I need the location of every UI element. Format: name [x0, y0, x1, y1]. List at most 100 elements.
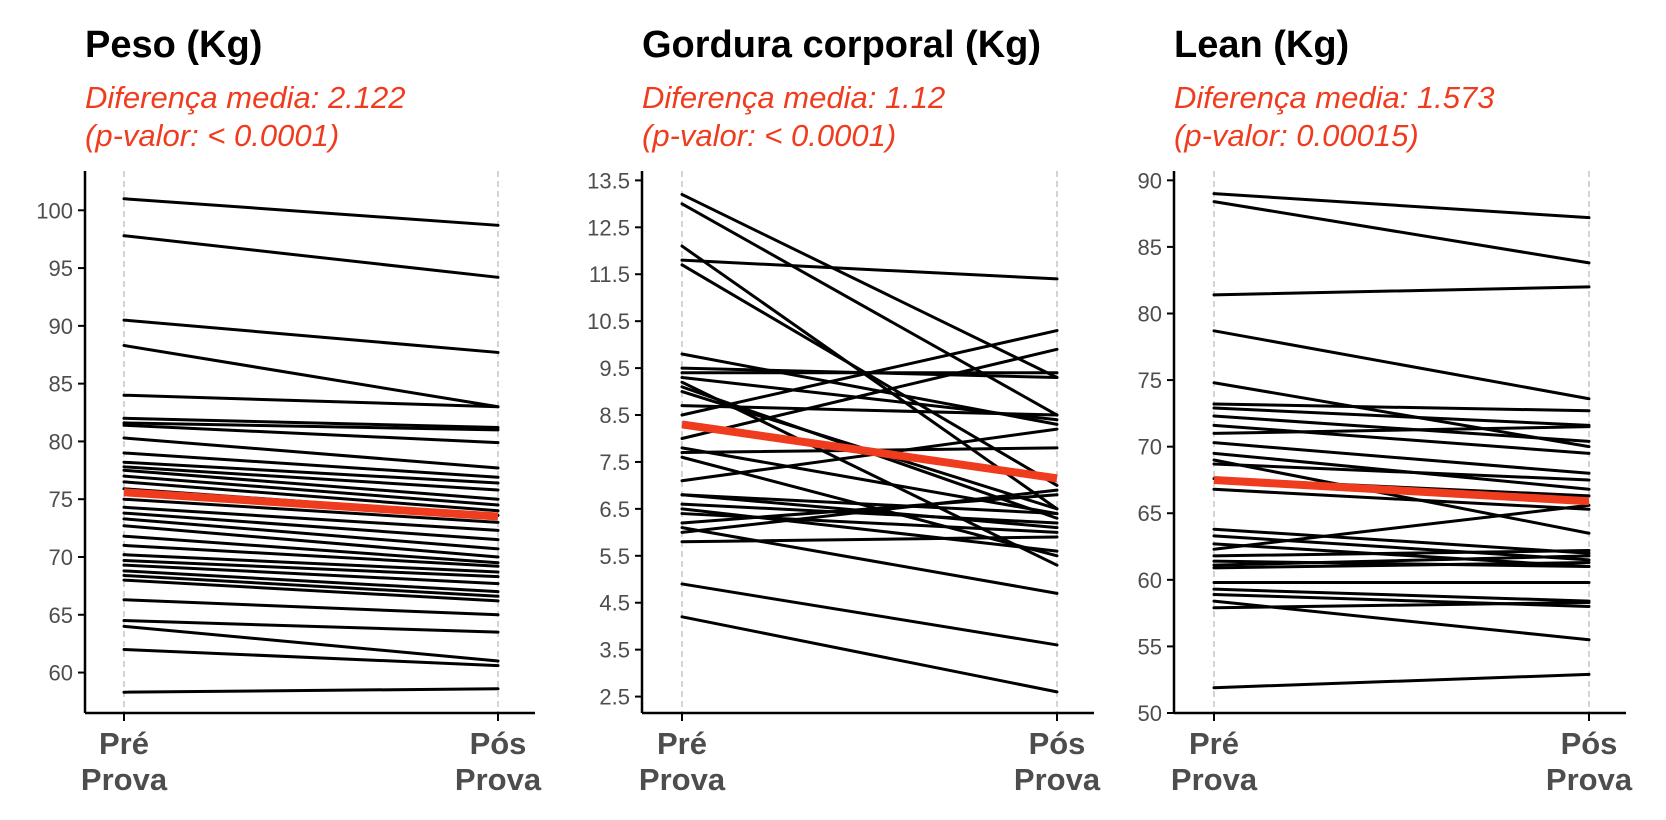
x-tick-label: Pré	[99, 726, 149, 761]
x-tick-label: Pré	[1189, 726, 1239, 761]
subject-line	[680, 404, 1059, 417]
x-tick-label: Prova	[1171, 762, 1258, 797]
panel-subtitle-pvalue: (p-valor: 0.00015)	[1174, 118, 1419, 153]
panel-subtitle-pvalue: (p-valor: < 0.0001)	[85, 118, 339, 153]
subject-line	[122, 318, 500, 354]
panel-title: Lean (Kg)	[1174, 24, 1349, 66]
subject-line	[1212, 425, 1591, 435]
y-tick-label: 60	[1138, 568, 1162, 593]
subject-line	[1212, 402, 1591, 413]
y-tick-label: 65	[1138, 501, 1162, 526]
subject-line	[122, 524, 500, 559]
subject-line	[680, 329, 1059, 417]
subject-line	[1212, 285, 1591, 297]
subject-line	[122, 465, 500, 492]
y-tick-label: 5.5	[599, 544, 630, 569]
y-tick-label: 85	[49, 372, 73, 397]
subject-line	[680, 258, 1059, 281]
subject-line	[680, 202, 1059, 417]
subject-line	[122, 598, 500, 617]
x-tick-label: Prova	[1014, 762, 1101, 797]
subject-line	[1212, 329, 1591, 401]
subject-line	[122, 569, 500, 594]
subject-line	[122, 436, 500, 470]
panel-subtitle-difference: Diferença media: 2.122	[85, 80, 406, 115]
panel-subtitle-difference: Diferença media: 1.12	[642, 80, 945, 115]
subject-line	[122, 421, 500, 432]
subject-line	[122, 543, 500, 568]
subject-line	[1212, 458, 1591, 535]
subject-line	[122, 511, 500, 542]
y-tick-label: 75	[49, 487, 73, 512]
subject-line	[122, 647, 500, 668]
subject-line	[1212, 672, 1591, 690]
mean-line	[123, 488, 499, 521]
y-tick-label: 8.5	[599, 403, 630, 428]
y-tick-label: 90	[1138, 168, 1162, 193]
subject-line	[122, 480, 500, 513]
y-tick-label: 65	[49, 603, 73, 628]
subject-line	[1212, 200, 1591, 265]
subject-line	[122, 563, 500, 586]
y-tick-label: 70	[49, 545, 73, 570]
panel-lean: Lean (Kg) Diferença media: 1.573 (p-valo…	[1138, 24, 1633, 797]
subject-line	[680, 493, 1059, 525]
subject-line	[1212, 534, 1591, 562]
y-tick-label: 95	[49, 256, 73, 281]
x-tick-label: Pré	[657, 726, 707, 761]
subject-line	[122, 517, 500, 551]
subject-line	[1212, 554, 1591, 567]
subject-line	[122, 553, 500, 574]
subject-line	[122, 619, 500, 634]
y-tick-label: 3.5	[599, 638, 630, 663]
y-tick-label: 80	[49, 429, 73, 454]
panel-gordura-corporal: Gordura corporal (Kg) Diferença media: 1…	[587, 24, 1101, 797]
y-tick-label: 60	[49, 661, 73, 686]
y-tick-label: 70	[1138, 435, 1162, 460]
y-tick-label: 11.5	[589, 262, 630, 287]
y-tick-label: 50	[1138, 701, 1162, 726]
x-tick-label: Prova	[455, 762, 542, 797]
y-tick-label: 12.5	[587, 215, 630, 240]
panel-peso: Peso (Kg) Diferença media: 2.122 (p-valo…	[36, 24, 542, 797]
subject-line	[680, 446, 1059, 516]
x-tick-label: Pós	[1029, 726, 1086, 761]
subject-line	[1212, 462, 1591, 482]
subject-line	[680, 582, 1059, 647]
subject-line	[122, 234, 500, 279]
subject-line	[122, 423, 500, 445]
subject-line	[680, 512, 1059, 534]
subject-line	[122, 578, 500, 603]
subject-line	[680, 493, 1059, 516]
subject-line	[680, 615, 1059, 694]
subject-line	[122, 505, 500, 532]
subject-line	[122, 468, 500, 501]
subject-line	[1212, 561, 1591, 570]
subject-line	[680, 488, 1059, 534]
x-tick-label: Pós	[1561, 726, 1618, 761]
x-tick-label: Prova	[1546, 762, 1633, 797]
y-tick-label: 9.5	[599, 356, 630, 381]
subject-line	[122, 451, 500, 479]
subject-line	[122, 497, 500, 524]
subject-line	[122, 197, 500, 227]
y-tick-label: 2.5	[599, 685, 630, 710]
subject-line	[680, 192, 1059, 379]
plot-area: 2.5 3.5 4.5 5.5 6.5 7.5 8.5 9.5 10.5 11.5 12.5 13.5…	[587, 168, 1101, 797]
y-tick-label: 55	[1138, 634, 1162, 659]
subject-line	[680, 347, 1059, 440]
x-tick-label: Prova	[639, 762, 726, 797]
subject-line	[1212, 423, 1591, 455]
subject-line	[122, 416, 500, 430]
subject-line	[1212, 549, 1591, 558]
mean-line	[681, 420, 1058, 483]
subject-line	[680, 502, 1059, 525]
subject-line	[1212, 600, 1591, 610]
panel-title: Peso (Kg)	[85, 24, 262, 66]
subject-line	[122, 460, 500, 485]
subject-line	[122, 393, 500, 409]
subject-line	[1212, 587, 1591, 603]
panel-subtitle-pvalue: (p-valor: < 0.0001)	[642, 118, 896, 153]
